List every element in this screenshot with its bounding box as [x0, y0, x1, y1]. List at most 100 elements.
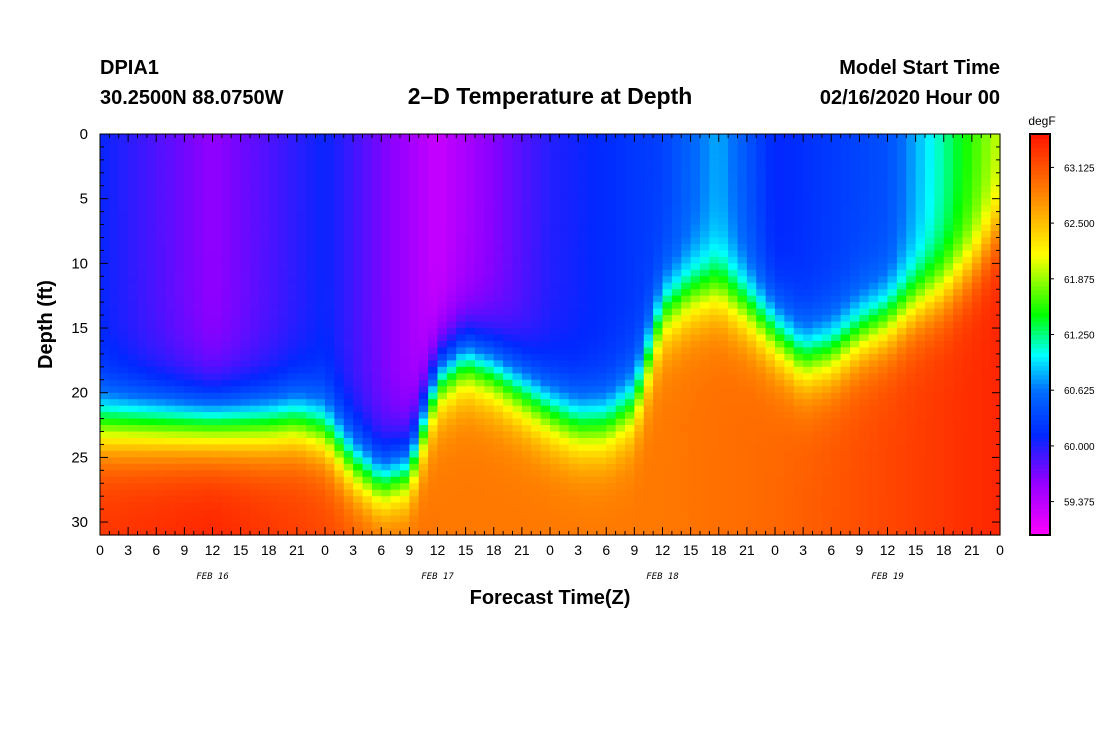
heatmap-cell: [240, 405, 251, 413]
heatmap-cell: [559, 153, 570, 161]
heatmap-cell: [381, 353, 392, 361]
heatmap-cell: [137, 425, 148, 433]
heatmap-cell: [737, 211, 748, 219]
heatmap-cell: [390, 256, 401, 264]
heatmap-cell: [793, 379, 804, 387]
heatmap-cell: [437, 276, 448, 284]
heatmap-cell: [653, 185, 664, 193]
heatmap-cell: [662, 302, 673, 310]
heatmap-cell: [709, 211, 720, 219]
heatmap-cell: [700, 315, 710, 323]
heatmap-cell: [193, 308, 204, 316]
heatmap-cell: [184, 231, 195, 239]
heatmap-cell: [100, 515, 110, 523]
heatmap-cell: [409, 509, 420, 517]
heatmap-cell: [737, 198, 748, 206]
heatmap-cell: [456, 528, 467, 536]
heatmap-cell: [390, 463, 401, 471]
heatmap-cell: [118, 366, 129, 374]
heatmap-cell: [690, 386, 701, 394]
heatmap-cell: [250, 470, 260, 478]
heatmap-cell: [259, 282, 270, 290]
heatmap-cell: [765, 308, 776, 316]
heatmap-cell: [212, 457, 223, 465]
heatmap-cell: [334, 295, 345, 303]
heatmap-cell: [184, 399, 195, 407]
heatmap-cell: [146, 522, 157, 530]
heatmap-cell: [315, 134, 326, 142]
heatmap-cell: [465, 256, 476, 264]
heatmap-cell: [156, 457, 167, 465]
heatmap-cell: [850, 153, 860, 161]
heatmap-cell: [793, 237, 804, 245]
heatmap-cell: [559, 425, 570, 433]
heatmap-cell: [334, 496, 345, 504]
heatmap-cell: [175, 425, 185, 433]
heatmap-cell: [793, 198, 804, 206]
heatmap-cell: [109, 159, 120, 167]
heatmap-cell: [137, 528, 148, 536]
heatmap-cell: [681, 496, 692, 504]
heatmap-cell: [221, 289, 232, 297]
heatmap-cell: [437, 166, 448, 174]
heatmap-cell: [643, 502, 654, 510]
heatmap-cell: [325, 528, 335, 536]
heatmap-cell: [718, 392, 729, 400]
heatmap-cell: [821, 373, 832, 381]
heatmap-cell: [503, 166, 514, 174]
heatmap-cell: [306, 457, 317, 465]
heatmap-cell: [718, 405, 729, 413]
heatmap-cell: [615, 321, 626, 329]
heatmap-cell: [653, 153, 664, 161]
heatmap-cell: [831, 373, 842, 381]
heatmap-cell: [550, 476, 560, 484]
heatmap-cell: [643, 483, 654, 491]
heatmap-cells: [100, 134, 1001, 536]
heatmap-cell: [240, 250, 251, 258]
heatmap-cell: [212, 250, 223, 258]
heatmap-cell: [559, 218, 570, 226]
heatmap-cell: [456, 412, 467, 420]
heatmap-cell: [746, 522, 757, 530]
heatmap-cell: [775, 476, 785, 484]
heatmap-cell: [812, 412, 823, 420]
heatmap-cell: [212, 347, 223, 355]
heatmap-cell: [109, 205, 120, 213]
heatmap-cell: [700, 269, 710, 277]
heatmap-cell: [784, 334, 795, 342]
heatmap-cell: [475, 502, 485, 510]
heatmap-cell: [381, 425, 392, 433]
heatmap-cell: [118, 308, 129, 316]
heatmap-cell: [850, 179, 860, 187]
heatmap-cell: [353, 237, 364, 245]
heatmap-cell: [775, 496, 785, 504]
heatmap-cell: [475, 231, 485, 239]
heatmap-cell: [840, 302, 851, 310]
heatmap-cell: [653, 231, 664, 239]
heatmap-cell: [193, 483, 204, 491]
heatmap-cell: [737, 218, 748, 226]
heatmap-cell: [221, 263, 232, 271]
heatmap-cell: [821, 509, 832, 517]
heatmap-cell: [756, 386, 767, 394]
heatmap-cell: [756, 315, 767, 323]
heatmap-cell: [531, 483, 542, 491]
heatmap-cell: [493, 269, 504, 277]
heatmap-cell: [418, 386, 429, 394]
heatmap-cell: [559, 256, 570, 264]
heatmap-cell: [662, 425, 673, 433]
heatmap-cell: [240, 276, 251, 284]
heatmap-cell: [718, 483, 729, 491]
heatmap-cell: [765, 166, 776, 174]
heatmap-cell: [550, 328, 560, 336]
heatmap-cell: [700, 502, 710, 510]
heatmap-cell: [746, 496, 757, 504]
heatmap-cell: [343, 509, 354, 517]
heatmap-cell: [793, 146, 804, 155]
heatmap-cell: [559, 263, 570, 271]
heatmap-cell: [493, 224, 504, 232]
heatmap-cell: [596, 450, 607, 458]
heatmap-cell: [643, 256, 654, 264]
heatmap-cell: [175, 366, 185, 374]
heatmap-cell: [634, 386, 645, 394]
